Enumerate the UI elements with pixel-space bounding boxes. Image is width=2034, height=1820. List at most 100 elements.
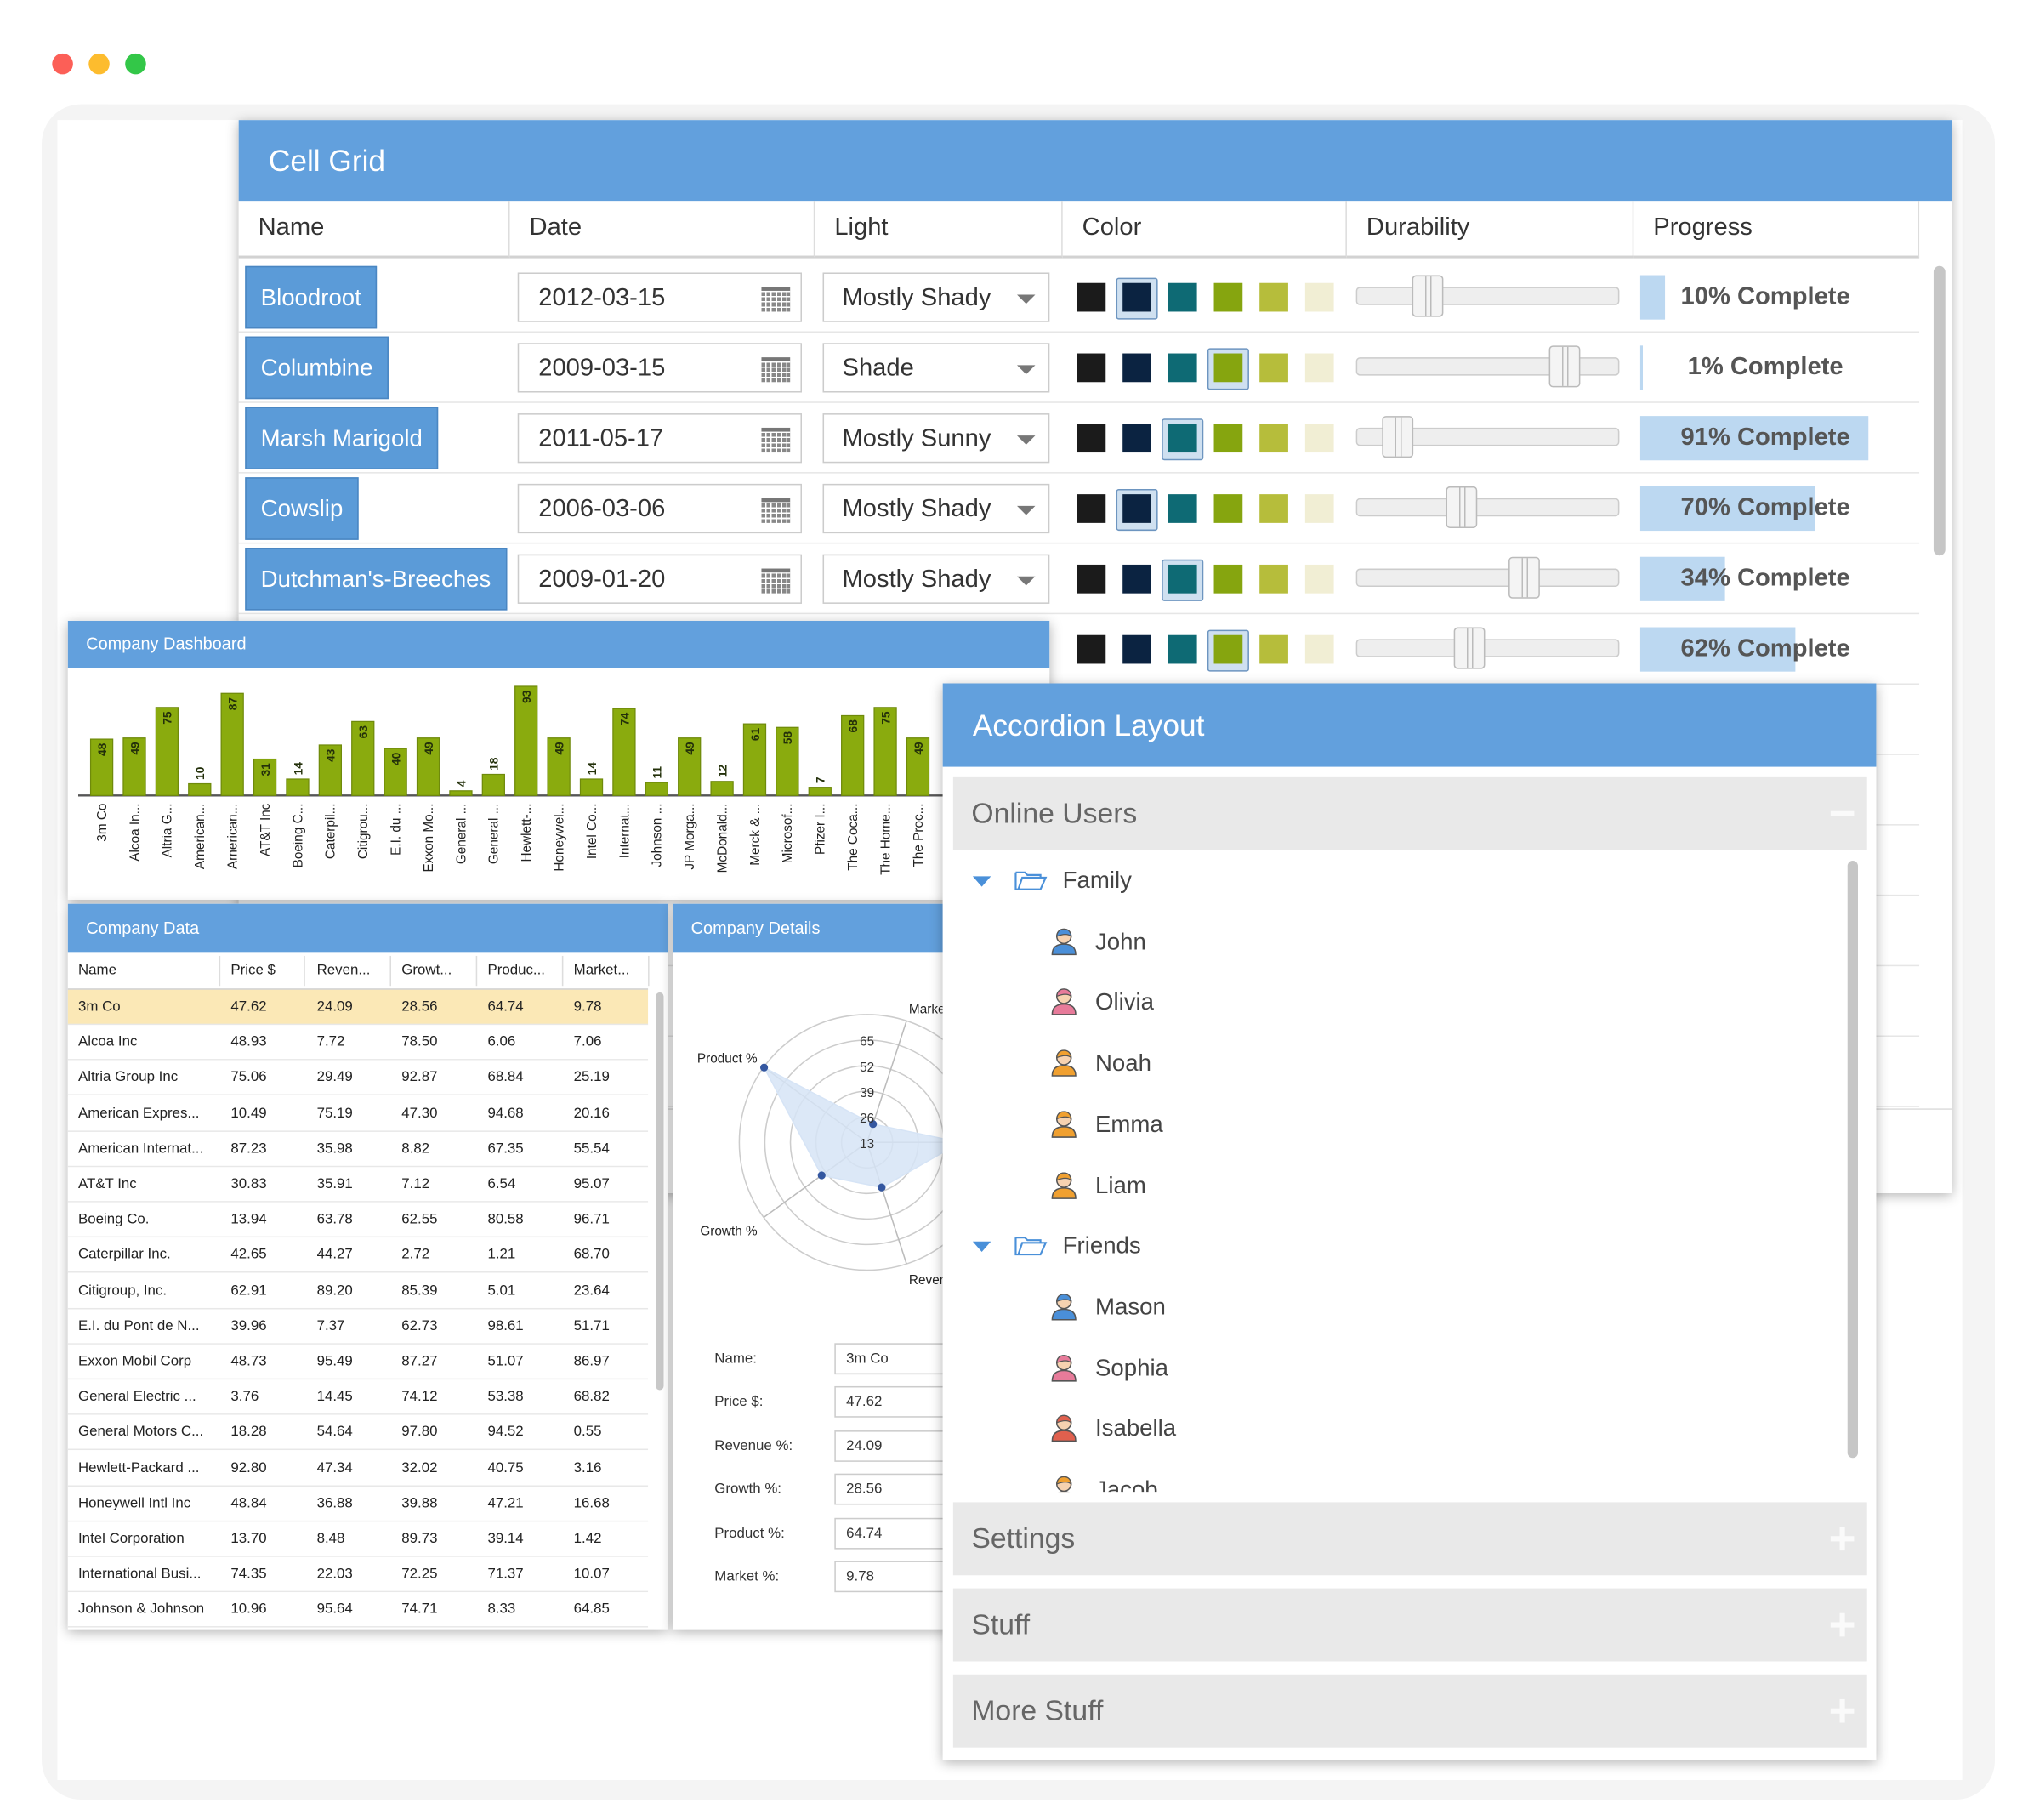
color-swatch[interactable]	[1304, 494, 1334, 523]
column-header[interactable]: Light	[815, 201, 1063, 259]
color-swatch[interactable]	[1304, 353, 1334, 383]
color-swatch[interactable]	[1168, 494, 1197, 523]
scrollbar-thumb[interactable]	[1933, 265, 1946, 556]
table-row[interactable]	[67, 1415, 649, 1451]
group-name[interactable]: Friends	[1062, 1232, 1141, 1259]
table-row[interactable]	[67, 1450, 649, 1487]
date-field[interactable]: 2012-03-15	[517, 272, 802, 322]
color-swatch[interactable]	[1304, 282, 1334, 312]
color-swatch[interactable]	[1077, 494, 1106, 523]
user-name[interactable]: Isabella	[1094, 1415, 1177, 1442]
color-swatch[interactable]	[1259, 494, 1288, 523]
user-name[interactable]: Olivia	[1094, 988, 1155, 1015]
color-swatch[interactable]	[1122, 564, 1151, 594]
name-button[interactable]: Bloodroot	[245, 265, 378, 329]
color-swatch[interactable]	[1077, 564, 1106, 594]
column-header[interactable]: Growt...	[401, 962, 452, 978]
accordion-section-header[interactable]: Settings	[952, 1502, 1867, 1576]
scrollbar-thumb[interactable]	[656, 992, 664, 1391]
table-row[interactable]	[67, 1025, 649, 1061]
column-header[interactable]: Produc...	[487, 962, 545, 978]
column-header[interactable]: Color	[1062, 201, 1347, 259]
name-button[interactable]: Dutchman's-Breeches	[245, 547, 507, 611]
color-swatch[interactable]	[1122, 353, 1151, 383]
color-swatch[interactable]	[1168, 424, 1197, 453]
user-name[interactable]: Mason	[1094, 1293, 1166, 1320]
slider-thumb[interactable]	[1382, 416, 1414, 458]
light-combo[interactable]: Mostly Shady	[822, 272, 1050, 322]
table-row[interactable]	[67, 1273, 649, 1309]
date-field[interactable]: 2009-03-15	[517, 343, 802, 393]
color-swatch[interactable]	[1168, 353, 1197, 383]
color-swatch[interactable]	[1122, 282, 1151, 312]
user-name[interactable]: Emma	[1094, 1111, 1163, 1137]
table-row[interactable]	[67, 1486, 649, 1522]
table-row[interactable]	[67, 1592, 649, 1629]
slider-thumb[interactable]	[1453, 627, 1486, 669]
color-swatch[interactable]	[1304, 634, 1334, 664]
color-swatch[interactable]	[1259, 353, 1288, 383]
table-row[interactable]	[67, 1167, 649, 1203]
color-swatch[interactable]	[1077, 353, 1106, 383]
scrollbar-thumb[interactable]	[1847, 860, 1858, 1459]
color-swatch[interactable]	[1259, 564, 1288, 594]
user-name[interactable]: Jacob	[1094, 1476, 1158, 1493]
color-swatch[interactable]	[1304, 564, 1334, 594]
user-name[interactable]: John	[1094, 928, 1146, 954]
light-combo[interactable]: Mostly Shady	[822, 483, 1050, 534]
name-button[interactable]: Columbine	[245, 336, 389, 400]
table-row[interactable]	[67, 1061, 649, 1096]
color-swatch[interactable]	[1304, 424, 1334, 453]
user-name[interactable]: Sophia	[1094, 1354, 1168, 1381]
expand-arrow[interactable]	[972, 876, 991, 887]
accordion-section-header[interactable]: Stuff	[952, 1588, 1867, 1662]
group-name[interactable]: Family	[1062, 867, 1132, 894]
close-button[interactable]	[52, 53, 73, 75]
column-header[interactable]: Name	[238, 201, 510, 259]
slider-thumb[interactable]	[1548, 345, 1580, 388]
light-combo[interactable]: Mostly Sunny	[822, 413, 1050, 464]
table-row[interactable]	[67, 1344, 649, 1380]
color-swatch[interactable]	[1213, 564, 1243, 594]
light-combo[interactable]: Shade	[822, 343, 1050, 393]
accordion-section-header[interactable]: More Stuff	[952, 1674, 1867, 1748]
column-header[interactable]: Progress	[1633, 201, 1920, 259]
color-swatch[interactable]	[1213, 424, 1243, 453]
color-swatch[interactable]	[1122, 494, 1151, 523]
table-row[interactable]	[67, 1557, 649, 1593]
color-swatch[interactable]	[1122, 634, 1151, 664]
color-swatch[interactable]	[1168, 564, 1197, 594]
table-row[interactable]	[67, 1203, 649, 1238]
table-row[interactable]	[67, 1379, 649, 1415]
selected-row[interactable]	[67, 989, 649, 1026]
column-header[interactable]: Name	[77, 962, 116, 978]
color-swatch[interactable]	[1077, 282, 1106, 312]
name-button[interactable]: Marsh Marigold	[245, 407, 439, 469]
color-swatch[interactable]	[1213, 634, 1243, 664]
column-header[interactable]: Price $	[230, 962, 276, 978]
color-swatch[interactable]	[1259, 282, 1288, 312]
color-swatch[interactable]	[1213, 282, 1243, 312]
color-swatch[interactable]	[1168, 634, 1197, 664]
color-swatch[interactable]	[1122, 424, 1151, 453]
table-row[interactable]	[67, 1237, 649, 1274]
user-name[interactable]: Liam	[1094, 1171, 1146, 1198]
date-field[interactable]: 2006-03-06	[517, 483, 802, 534]
color-swatch[interactable]	[1213, 494, 1243, 523]
user-name[interactable]: Noah	[1094, 1049, 1151, 1077]
table-row[interactable]	[67, 1131, 649, 1168]
color-swatch[interactable]	[1077, 424, 1106, 453]
slider-thumb[interactable]	[1508, 556, 1541, 599]
color-swatch[interactable]	[1213, 353, 1243, 383]
expand-arrow[interactable]	[972, 1242, 991, 1253]
date-field[interactable]: 2011-05-17	[517, 413, 802, 464]
color-swatch[interactable]	[1259, 634, 1288, 664]
light-combo[interactable]: Mostly Shady	[822, 554, 1050, 604]
date-field[interactable]: 2009-01-20	[517, 554, 802, 604]
column-header[interactable]: Reven...	[316, 962, 371, 978]
slider-thumb[interactable]	[1446, 486, 1477, 528]
column-header[interactable]: Market...	[573, 962, 630, 978]
table-row[interactable]	[67, 1521, 649, 1557]
color-swatch[interactable]	[1259, 424, 1288, 453]
zoom-button[interactable]	[125, 53, 146, 75]
